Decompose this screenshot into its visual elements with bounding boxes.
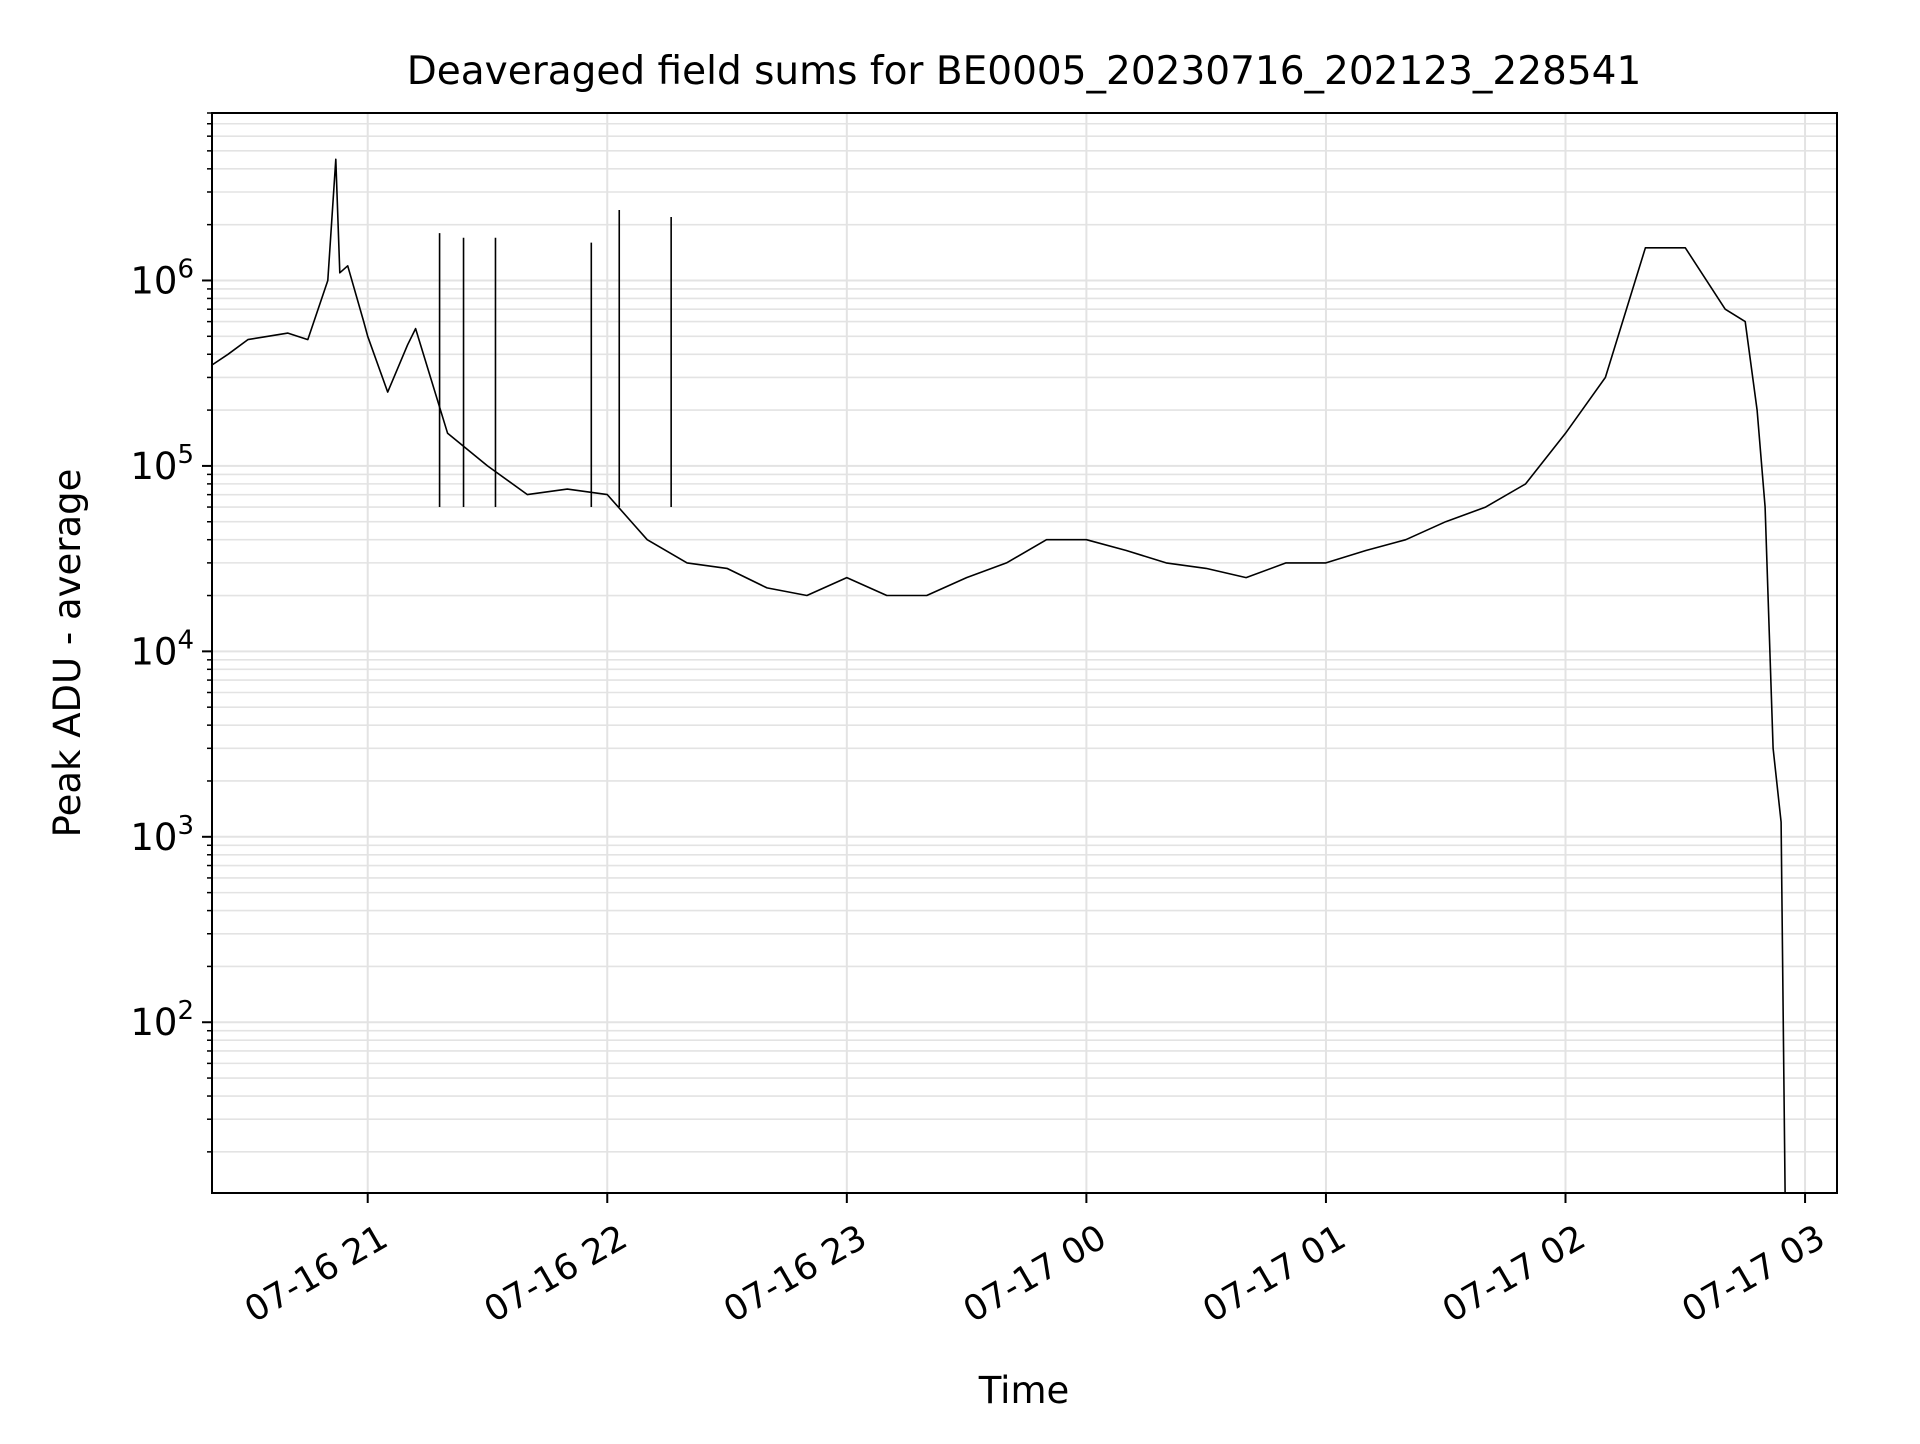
y-axis-label: Peak ADU - average: [46, 469, 89, 838]
plot-frame: [211, 112, 1838, 1194]
y-tick-label: 103: [130, 811, 194, 859]
y-axis: 102 103 104 105 106: [130, 112, 212, 1153]
y-tick-label: 104: [130, 625, 194, 673]
x-axis-label: Time: [978, 1369, 1070, 1412]
chart-title: Deaveraged field sums for BE0005_2023071…: [407, 49, 1642, 94]
plot-layer: [211, 158, 1786, 1194]
series-line: [211, 158, 1786, 1194]
y-tick-label: 105: [130, 440, 194, 488]
grid-layer: [212, 112, 1837, 1193]
y-tick-label: 106: [130, 254, 194, 302]
y-tick-label: 102: [130, 996, 194, 1044]
